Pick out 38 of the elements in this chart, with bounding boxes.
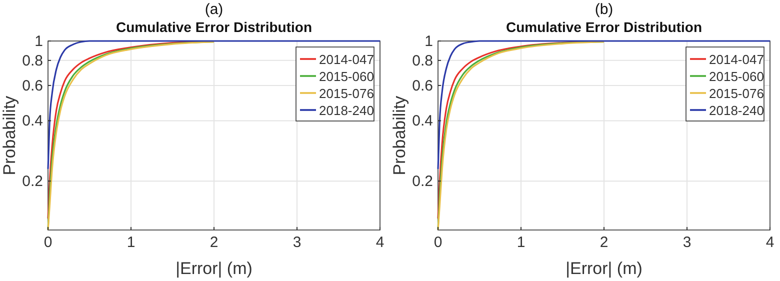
text: (a) [204,1,224,18]
legend-label: 2018-240 [709,103,764,118]
x-tick-label: 1 [126,234,136,251]
y-tick-label: 1 [424,33,433,50]
legend-label: 2014-047 [319,52,374,67]
x-tick-label: 4 [766,234,774,251]
x-axis-title: |Error| (m) [566,259,642,278]
line-series [437,40,771,170]
y-axis-title: Probability [390,95,409,176]
y-tick-label: 0.6 [22,77,43,94]
legend-label: 2018-240 [319,103,374,118]
legend-label: 2015-076 [709,86,764,101]
x-tick-label: 2 [210,234,218,251]
legend-label: 2015-060 [709,69,764,84]
x-axis-title: |Error| (m) [176,259,252,278]
x-tick-label: 2 [600,234,608,251]
y-tick-label: 0.8 [22,52,43,70]
legend-label: 2014-047 [709,52,764,67]
y-tick-label: 0.2 [22,173,43,190]
legend-label: 2015-076 [319,86,374,101]
y-tick-label: 0.8 [412,52,433,70]
x-tick-label: 0 [434,234,442,251]
line-series [47,40,381,170]
x-tick-label: 0 [44,234,52,251]
y-tick-label: 0.4 [22,112,43,130]
y-tick-label: 1 [34,33,43,50]
x-tick-label: 4 [376,234,384,251]
text: (b) [594,1,614,18]
y-tick-label: 0.2 [412,173,433,190]
x-tick-label: 3 [682,234,692,251]
x-tick-label: 1 [516,234,526,251]
y-tick-label: 0.4 [412,112,433,130]
chart-title: Cumulative Error Distribution [506,19,702,35]
y-axis-title: Probability [0,95,19,176]
y-tick-label: 0.6 [412,77,433,94]
legend-label: 2015-060 [319,69,374,84]
chart-title: Cumulative Error Distribution [116,19,312,35]
x-tick-label: 3 [292,234,302,251]
